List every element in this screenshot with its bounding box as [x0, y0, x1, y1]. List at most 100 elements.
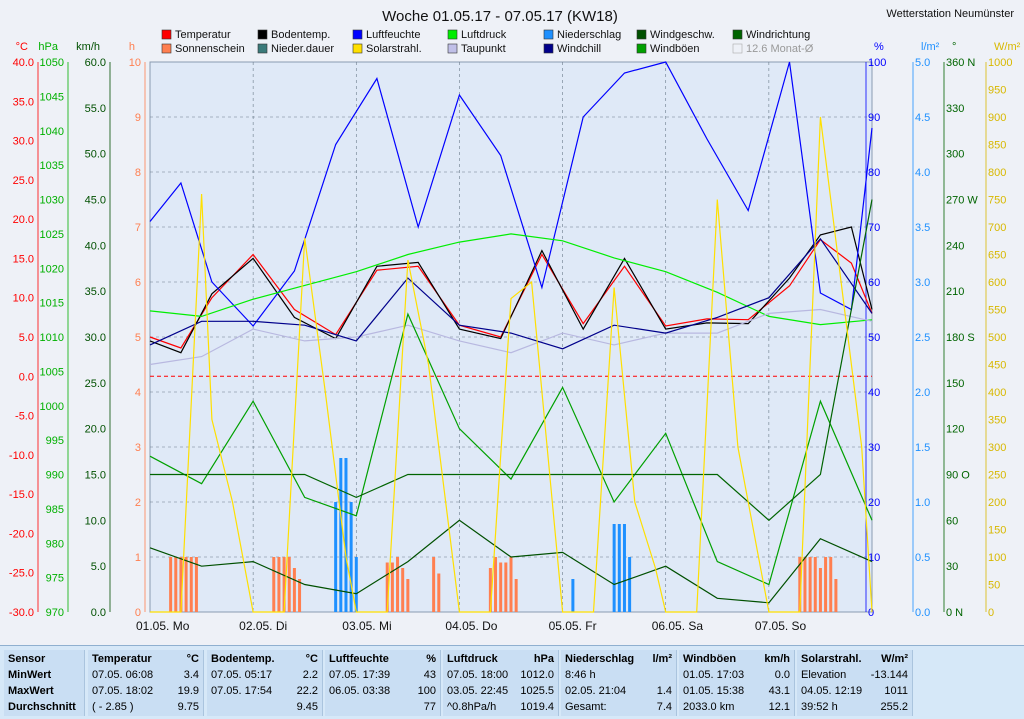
- stats-table-5: Windböen km/h 01.05. 17:03 0.0 01.05. 15:38 4…: [679, 650, 795, 716]
- axis-tick-right-2-7: 150: [946, 378, 964, 390]
- stats-table-6: Solarstrahl. W/m² Elevation -13.144 04.05. 1…: [797, 650, 913, 716]
- x-label-1: 02.05. Di: [239, 619, 287, 633]
- axis-tick-left-0-1: 35.0: [13, 96, 34, 108]
- legend-swatch-1: [161, 43, 172, 54]
- axis-tick-left-2-2: 50.0: [85, 149, 106, 161]
- bar-sonnenschein-3: [184, 557, 188, 612]
- legend-swatch-8: [543, 29, 554, 40]
- stats-row: 07.05. 17:39 43: [325, 667, 440, 683]
- series-lines: [149, 61, 873, 613]
- bar-sonnenschein-14: [396, 557, 400, 612]
- stats-cell-value: 77: [423, 701, 436, 713]
- bar-niederschlag-7: [617, 524, 621, 612]
- axis-tick-right-1-3: 3.5: [915, 222, 930, 234]
- series-line-luftfeuchte: [149, 61, 873, 327]
- stats-cell-left: ( - 2.85 ): [92, 701, 134, 713]
- axis-unit-left-1: hPa: [38, 41, 58, 53]
- axis-tick-left-1-8: 1010: [40, 332, 64, 344]
- stats-title: Luftfeuchte: [329, 653, 389, 665]
- axis-tick-left-1-0: 1050: [40, 57, 64, 69]
- bar-niederschlag-6: [612, 524, 616, 612]
- stats-row: 02.05. 21:04 1.4: [561, 683, 676, 699]
- axis-tick-left-1-10: 1000: [40, 401, 64, 413]
- bar-sonnenschein-0: [169, 557, 173, 612]
- stats-header: Bodentemp. °C: [207, 651, 322, 667]
- series-line-windben: [149, 312, 873, 586]
- axis-unit-right-2: °: [952, 41, 956, 53]
- axis-unit-left-2: km/h: [76, 41, 100, 53]
- stats-cell-value: 1019.4: [520, 701, 554, 713]
- stats-footer: Sensor MinWert MaxWert Durchschnitt Temperat…: [0, 645, 1024, 719]
- stats-row: 01.05. 17:03 0.0: [679, 667, 794, 683]
- bar-sonnenschein-19: [488, 568, 492, 612]
- stats-cell-left: 02.05. 21:04: [565, 685, 627, 697]
- axis-unit-left-3: h: [129, 41, 135, 53]
- legend-label-7: Taupunkt: [461, 43, 506, 55]
- axis-tick-right-3-11: 450: [988, 360, 1006, 372]
- stats-row: 07.05. 06:08 3.4: [88, 667, 203, 683]
- axis-tick-left-0-14: -30.0: [9, 607, 34, 619]
- axis-tick-left-0-4: 20.0: [13, 214, 34, 226]
- legend-label-1: Sonnenschein: [175, 43, 245, 55]
- axis-tick-left-0-7: 5.0: [19, 332, 34, 344]
- axis-unit-left-0: °C: [16, 41, 28, 53]
- axis-tick-left-0-12: -20.0: [9, 528, 34, 540]
- x-label-5: 06.05. Sa: [652, 619, 704, 633]
- row-label-text: Durchschnitt: [8, 701, 76, 713]
- row-label-text: Sensor: [8, 653, 46, 665]
- axis-tick-left-0-2: 30.0: [13, 136, 34, 148]
- legend-swatch-5: [352, 43, 363, 54]
- stats-table-0: Temperatur °C 07.05. 06:08 3.4 07.05. 18:02 1…: [88, 650, 204, 716]
- axis-tick-left-2-9: 15.0: [85, 470, 106, 482]
- stats-title: Temperatur: [92, 653, 152, 665]
- bar-sonnenschein-13: [390, 562, 394, 612]
- axis-tick-left-0-8: 0.0: [19, 371, 34, 383]
- stats-unit: W/m²: [881, 653, 908, 665]
- x-axis-labels: 01.05. Mo 02.05. Di 03.05. Mi 04.05. Do 05.0…: [136, 619, 807, 633]
- stats-cell-value: 22.2: [296, 685, 318, 697]
- bar-sonnenschein-22: [504, 562, 508, 612]
- stats-header: Niederschlag l/m²: [561, 651, 676, 667]
- axis-tick-right-2-8: 120: [946, 424, 964, 436]
- axis-tick-right-2-4: 240: [946, 240, 964, 252]
- stats-unit: l/m²: [652, 653, 672, 665]
- axes: °C40.035.030.025.020.015.010.05.00.0-5.0…: [9, 41, 1021, 619]
- axis-tick-left-1-15: 975: [46, 573, 64, 585]
- axis-tick-right-0-10: 0: [868, 607, 874, 619]
- stats-row: Gesamt: 7.4: [561, 699, 676, 715]
- stats-unit: km/h: [764, 653, 790, 665]
- axis-tick-right-1-2: 4.0: [915, 167, 930, 179]
- stats-cell-left: Elevation: [801, 669, 847, 681]
- stats-cell-left: 07.05. 06:08: [92, 669, 154, 681]
- x-label-2: 03.05. Mi: [342, 619, 391, 633]
- stats-row: 07.05. 05:17 2.2: [207, 667, 322, 683]
- axis-tick-right-0-5: 50: [868, 332, 880, 344]
- stats-row: 07.05. 18:02 19.9: [88, 683, 203, 699]
- stats-cell-value: 1012.0: [520, 669, 554, 681]
- axis-tick-left-2-7: 25.0: [85, 378, 106, 390]
- bar-sonnenschein-30: [824, 557, 828, 612]
- series-line-windrichtung: [150, 199, 873, 522]
- stats-cell-left: 07.05. 18:00: [447, 669, 509, 681]
- axis-tick-right-1-8: 1.0: [915, 497, 930, 509]
- axis-tick-left-3-10: 0: [135, 607, 141, 619]
- axis-tick-left-1-14: 980: [46, 538, 64, 550]
- axis-tick-right-3-18: 100: [988, 552, 1006, 564]
- axis-tick-right-1-6: 2.0: [915, 387, 930, 399]
- stats-row: ( - 2.85 ) 9.75: [88, 699, 203, 715]
- x-label-0: 01.05. Mo: [136, 619, 190, 633]
- row-label-text: MaxWert: [8, 685, 54, 697]
- axis-tick-left-0-3: 25.0: [13, 175, 34, 187]
- stats-cell-value: 1025.5: [520, 685, 554, 697]
- x-label-6: 07.05. So: [755, 619, 807, 633]
- stats-cell-value: 7.4: [656, 701, 672, 713]
- bar-niederschlag-1: [339, 458, 343, 612]
- stats-title: Windböen: [683, 653, 737, 665]
- stats-header: Temperatur °C: [88, 651, 203, 667]
- bar-sonnenschein-20: [494, 557, 498, 612]
- bar-sonnenschein-10: [292, 568, 296, 612]
- stats-cell-left: 01.05. 17:03: [683, 669, 745, 681]
- legend-swatch-2: [257, 29, 268, 40]
- stats-table-1: Bodentemp. °C 07.05. 05:17 2.2 07.05. 17:54 2…: [207, 650, 323, 716]
- axis-unit-right-1: l/m²: [921, 41, 940, 53]
